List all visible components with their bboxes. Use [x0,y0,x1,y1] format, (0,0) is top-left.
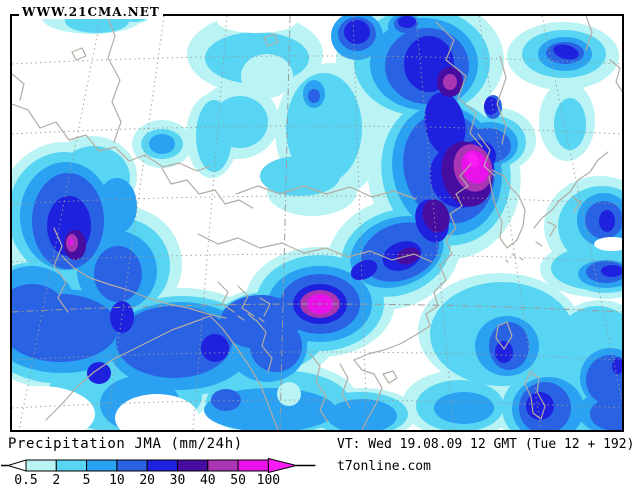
legend-tick-label: 2 [52,473,60,488]
legend-tick-label: 100 [257,473,280,488]
legend-title: Precipitation JMA (mm/24h) [8,436,243,452]
valid-time-text: VT: Wed 19.08.09 12 GMT (Tue 12 + 192) [337,437,634,452]
legend-bar-segment [25,459,57,472]
legend-bar-segment [207,459,239,472]
map-frame [10,14,624,432]
legend-tick-label: 0.5 [14,473,37,488]
legend-bar-segment [116,459,148,472]
legend-underflow-arrow [6,459,27,472]
legend-overflow-arrow [267,457,297,474]
legend-bar-segment [177,459,209,472]
legend-tick-label: 30 [170,473,186,488]
site-credit-text: t7online.com [337,459,431,474]
coastlines [12,16,622,430]
legend-bar-segment [55,459,88,472]
legend-colorbar: 0.5 2 5 10 20 30 40 50 100 [1,457,316,488]
precipitation-map [12,16,622,430]
legend-tick-label: 50 [230,473,246,488]
legend-bar-segment [86,459,118,472]
latitude-longitude-grid [12,16,622,430]
legend-bar-segment [237,459,269,472]
legend-tick-label: 5 [83,473,91,488]
legend-tick-label: 20 [139,473,155,488]
legend-tick-label: 10 [109,473,125,488]
legend-bar-segment [146,459,178,472]
legend-tick-label: 40 [200,473,216,488]
watermark: WWW.21CMA.NET [19,5,163,19]
